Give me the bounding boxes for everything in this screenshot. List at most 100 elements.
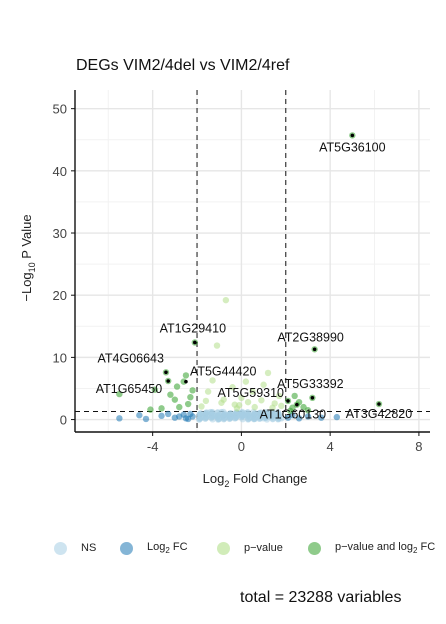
point-p-value: [198, 403, 205, 410]
point-ns: [255, 410, 263, 417]
point-log2-fc: [158, 412, 165, 420]
y-tick-label: 20: [53, 288, 67, 303]
point-p-value-and-log2-fc: [184, 400, 192, 408]
point-p-value-and-log2-fc: [304, 407, 312, 414]
legend-item-ns: NS: [54, 536, 96, 560]
point-p-value-and-log2-fc: [158, 405, 165, 412]
point-p-value: [275, 392, 283, 400]
point-p-value-and-log2-fc: [173, 383, 181, 390]
gene-label: AT2G38990: [277, 330, 344, 344]
point-log2-fc: [116, 415, 123, 422]
gene-label: AT5G59310: [218, 386, 285, 400]
legend-dot-log2fc: [120, 541, 133, 555]
gene-point: [193, 340, 197, 345]
legend-label-ns: NS: [81, 542, 97, 554]
gene-label: AT1G65450: [96, 382, 163, 396]
cutoff-lines: [75, 90, 430, 432]
point-p-value: [218, 399, 225, 406]
point-p-value: [244, 398, 252, 406]
point-ns: [231, 415, 238, 422]
legend-label-pvalue-log2fc: p−value and log2 FC: [335, 540, 436, 556]
point-ns: [216, 415, 223, 423]
point-log2-fc: [180, 411, 187, 418]
x-tick-label: 4: [327, 439, 334, 454]
point-p-value: [264, 369, 272, 377]
point-ns: [242, 410, 250, 417]
gene-label: AT5G44420: [190, 365, 257, 379]
point-p-value: [260, 381, 267, 388]
point-ns: [218, 408, 225, 416]
point-ns: [198, 414, 205, 421]
legend-label-pvalue: p−value: [244, 542, 283, 554]
legend-item-pvalue: p−value: [217, 536, 283, 560]
point-p-value-and-log2-fc: [291, 392, 298, 400]
point-p-value: [251, 403, 258, 411]
point-ns: [207, 408, 214, 416]
point-log2-fc: [304, 413, 312, 420]
point-p-value-and-log2-fc: [189, 387, 196, 394]
point-p-value: [222, 296, 230, 304]
gene-point: [166, 379, 170, 383]
point-ns: [260, 415, 267, 422]
point-log2-fc: [142, 415, 150, 423]
point-log2-fc: [184, 415, 192, 423]
point-p-value: [235, 402, 243, 409]
point-log2-fc: [164, 410, 172, 418]
gene-label: AT5G36100: [319, 140, 386, 154]
gene-point: [312, 347, 317, 352]
point-p-value: [278, 402, 285, 410]
point-ns: [251, 415, 258, 423]
point-p-value: [204, 388, 212, 395]
gene-label: AT5G33392: [277, 377, 344, 391]
point-p-value-and-log2-fc: [171, 396, 179, 403]
gene-label: AT1G29410: [160, 321, 227, 335]
point-p-value-and-log2-fc: [182, 372, 190, 379]
legend-dot-ns: [54, 541, 67, 555]
point-p-value: [258, 397, 265, 404]
gene-point: [164, 370, 168, 375]
y-tick-label: 40: [53, 164, 67, 179]
gene-label: AT3G42820: [346, 407, 413, 421]
point-p-value-and-log2-fc: [167, 391, 174, 398]
point-p-value: [269, 404, 276, 411]
gene-label: AT4G06643: [97, 351, 164, 365]
y-tick-label: 30: [53, 226, 67, 241]
gene-point: [184, 379, 188, 384]
point-p-value-and-log2-fc: [287, 407, 294, 415]
gene-point: [350, 133, 355, 138]
legend-dot-pvalue-log2fc: [308, 541, 321, 555]
legend-item-log2fc: Log2 FC: [120, 536, 188, 560]
gene-point: [286, 399, 290, 403]
legend-item-pvalue-log2fc: p−value and log2 FC: [308, 536, 435, 560]
gene-point: [310, 396, 315, 400]
point-ns: [273, 412, 281, 420]
y-tick-label: 10: [53, 350, 67, 365]
gene-labels: AT5G36100 AT1G29410 AT2G38990 AT4G06643 AT5G…: [96, 133, 413, 422]
point-log2-fc: [295, 415, 303, 422]
point-p-value-and-log2-fc: [187, 393, 194, 401]
legend-dot-pvalue: [217, 541, 230, 555]
point-log2-fc: [136, 412, 143, 419]
x-axis-label: Log2 Fold Change: [203, 471, 308, 489]
y-tick-label: 50: [53, 102, 67, 117]
point-ns: [224, 411, 232, 418]
point-p-value: [213, 342, 221, 349]
point-p-value: [242, 378, 250, 385]
point-p-value: [202, 397, 210, 405]
gene-point: [295, 402, 299, 407]
gene-label: AT1G60130: [260, 408, 327, 422]
axes: -4 0 4 8 0 10 20 30 40 50: [53, 90, 430, 454]
point-p-value-and-log2-fc: [151, 386, 159, 393]
legend: NS Log2 FC p−value p−value and log2 FC: [0, 536, 446, 560]
point-p-value: [249, 388, 256, 395]
point-p-value-and-log2-fc: [116, 390, 123, 398]
x-tick-label: 8: [415, 439, 422, 454]
point-p-value: [209, 377, 216, 384]
y-tick-label: 0: [60, 413, 67, 428]
x-tick-label: 0: [238, 439, 245, 454]
legend-label-log2fc: Log2 FC: [147, 540, 188, 556]
chart-title: DEGs VIM2/4del vs VIM2/4ref: [76, 57, 290, 74]
gene-point: [377, 402, 381, 406]
point-p-value: [229, 384, 236, 391]
